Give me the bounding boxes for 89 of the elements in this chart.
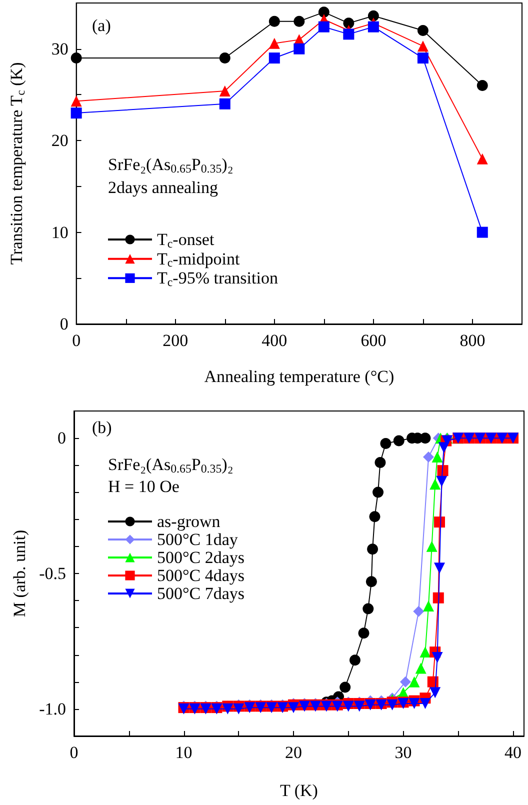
point: [366, 576, 377, 588]
point: [374, 456, 386, 468]
x-tick-label: 0: [72, 331, 81, 350]
point: [368, 10, 379, 22]
y-tick-label: 30: [51, 39, 68, 58]
point: [417, 52, 428, 64]
point: [368, 21, 379, 32]
x-tick-label: 200: [162, 331, 188, 350]
y-tick-label: 0: [58, 428, 66, 448]
point: [354, 700, 365, 712]
point: [288, 702, 300, 714]
point: [430, 687, 441, 698]
point: [233, 703, 244, 714]
point: [340, 682, 351, 693]
y-axis-title: Transition temperature Tc (K): [7, 62, 28, 265]
annotation: H = 10 Oe: [108, 477, 180, 496]
point: [268, 16, 280, 27]
point: [430, 478, 441, 490]
point: [372, 486, 384, 498]
point: [432, 452, 443, 463]
point: [476, 226, 488, 238]
point: [423, 452, 434, 463]
point: [70, 96, 82, 107]
point: [420, 646, 431, 658]
point: [386, 699, 398, 710]
point: [400, 676, 411, 688]
point: [393, 435, 404, 446]
point: [219, 98, 230, 110]
point: [343, 18, 354, 29]
point: [342, 700, 354, 712]
point: [318, 21, 330, 32]
y-tick-label: 20: [51, 131, 68, 150]
point: [294, 43, 305, 54]
x-axis-title: Annealing temperature (°C): [204, 367, 394, 386]
annotation: 2days annealing: [108, 178, 218, 197]
point: [432, 652, 443, 663]
point: [476, 153, 488, 164]
point: [358, 628, 370, 639]
point: [434, 516, 445, 528]
point: [436, 476, 448, 487]
point: [437, 465, 448, 476]
point: [476, 80, 488, 92]
annotation: (a): [92, 16, 111, 35]
x-tick-label: 400: [262, 331, 288, 350]
point: [434, 562, 445, 574]
legend-label: 500°C 1day: [157, 530, 238, 549]
legend-label: 500°C 4days: [157, 566, 245, 585]
legend-label: as-grown: [157, 512, 221, 531]
point: [426, 540, 438, 552]
x-axis-title: T (K): [280, 781, 318, 800]
legend-label: 500°C 7days: [157, 584, 245, 603]
annotation: (b): [92, 418, 112, 437]
point: [343, 28, 354, 40]
point: [369, 511, 380, 522]
x-tick-label: 600: [360, 331, 386, 350]
point: [70, 52, 82, 64]
y-tick-label: -1.0: [39, 699, 66, 718]
point: [219, 52, 230, 64]
point: [408, 676, 420, 688]
point: [268, 52, 280, 64]
legend-label: 500°C 2days: [157, 548, 245, 567]
x-tick-label: 20: [285, 743, 302, 762]
y-tick-label: 0: [60, 314, 68, 334]
point: [380, 438, 392, 449]
point: [420, 698, 431, 709]
point: [413, 606, 424, 617]
point: [432, 592, 444, 604]
point: [367, 544, 378, 555]
x-tick-label: 40: [504, 743, 522, 762]
point: [222, 703, 234, 714]
point: [70, 108, 82, 119]
y-tick-label: -0.5: [39, 564, 66, 583]
point: [268, 38, 280, 49]
x-tick-label: 800: [460, 331, 486, 350]
point: [415, 662, 426, 674]
x-tick-label: 30: [394, 743, 412, 762]
point: [420, 432, 431, 444]
y-axis-title: M (arb. unit): [10, 530, 30, 618]
point: [417, 40, 428, 52]
x-tick-label: 10: [175, 743, 192, 762]
point: [408, 698, 420, 709]
point: [349, 654, 360, 666]
point: [423, 600, 434, 612]
point: [417, 25, 428, 36]
point: [362, 603, 374, 614]
y-tick-label: 10: [51, 222, 68, 242]
point: [294, 16, 305, 27]
point: [318, 6, 330, 18]
point: [219, 86, 230, 97]
